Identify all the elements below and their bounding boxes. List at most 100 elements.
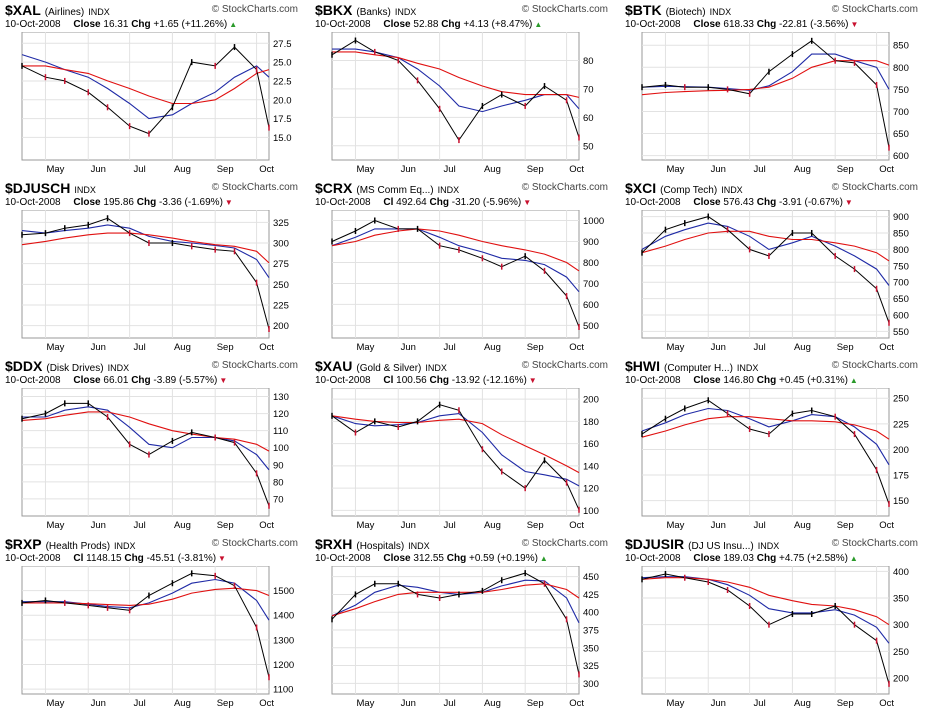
chart-date: 10-Oct-2008 xyxy=(315,553,371,564)
x-tick-label: Jun xyxy=(401,342,416,352)
chg-value: +4.75 (+2.58%) xyxy=(778,553,848,564)
y-tick-label: 50 xyxy=(583,141,594,152)
plot-frame xyxy=(641,566,890,695)
chg-value: +4.13 (+8.47%) xyxy=(463,19,533,30)
close-label: Close xyxy=(693,375,721,386)
chart-description: (Banks) xyxy=(356,7,391,18)
x-tick-label: Aug xyxy=(484,342,501,352)
close-value: 1148.15 xyxy=(86,553,122,564)
y-tick-label: 180 xyxy=(583,417,599,428)
x-tick-label: Jul xyxy=(444,698,456,708)
chart-description: (Computer H...) xyxy=(664,363,733,374)
price-plot: 1100 1200 1300 1400 1500 May Jun Jul Aug Sep Oct xyxy=(21,566,294,708)
chart-header: $XAL (Airlines) INDX xyxy=(5,3,110,20)
chart-symbol: $BKX xyxy=(315,2,353,18)
chart-date: 10-Oct-2008 xyxy=(5,197,61,208)
chart-quote-line: 10-Oct-2008 Close 195.86 Chg -3.36 (-1.6… xyxy=(5,197,233,208)
stockcharts-brand: © StockCharts.com xyxy=(211,4,298,15)
x-tick-label: May xyxy=(356,164,374,174)
close-label: Close xyxy=(693,197,721,208)
chart-symbol: $XAL xyxy=(5,2,41,18)
chg-value: +0.45 (+0.31%) xyxy=(778,375,848,386)
x-tick-label: Jul xyxy=(444,164,456,174)
price-plot: 300 325 350 375 400 425 450 May Jun Jul Aug Sep Oct xyxy=(331,566,599,708)
close-value: 100.56 xyxy=(396,375,427,386)
chart-panel-bkx: $BKX (Banks) INDX © StockCharts.com 10-Oct-2… xyxy=(312,2,612,174)
x-tick-label: Oct xyxy=(259,164,274,174)
price-plot: 200 225 250 275 300 325 May Jun Jul Aug Sep Oct xyxy=(21,210,289,352)
x-tick-label: Sep xyxy=(527,342,544,352)
x-tick-label: Jul xyxy=(134,520,146,530)
moving-average-long-line xyxy=(22,65,270,105)
moving-average-short-line xyxy=(641,222,890,286)
x-tick-label: Aug xyxy=(174,698,191,708)
y-tick-label: 120 xyxy=(273,409,289,420)
y-tick-label: 100 xyxy=(273,443,289,454)
stockcharts-brand: © StockCharts.com xyxy=(211,538,298,549)
y-tick-label: 325 xyxy=(273,218,289,229)
x-tick-label: Aug xyxy=(484,698,501,708)
x-tick-label: May xyxy=(666,342,684,352)
chart-panel-rxp: $RXP (Health Prods) INDX © StockCharts.com 1… xyxy=(2,536,302,708)
stockcharts-brand: © StockCharts.com xyxy=(521,4,608,15)
y-tick-label: 425 xyxy=(583,590,599,601)
y-tick-label: 650 xyxy=(893,129,909,140)
stockcharts-brand: © StockCharts.com xyxy=(831,182,918,193)
triangle-down-icon: ▼ xyxy=(528,376,537,385)
y-tick-label: 500 xyxy=(583,321,599,332)
chart-exchange: INDX xyxy=(107,363,130,373)
chart-exchange: INDX xyxy=(408,541,430,551)
chart-exchange: INDX xyxy=(74,185,96,195)
triangle-down-icon: ▼ xyxy=(844,198,853,207)
x-tick-label: May xyxy=(356,698,374,708)
chg-label: Chg xyxy=(753,553,779,564)
x-tick-label: Jul xyxy=(754,698,766,708)
price-plot: 500 600 700 800 900 1000 May Jun Jul Aug Sep Oct xyxy=(331,210,604,352)
triangle-down-icon: ▼ xyxy=(224,198,233,207)
stockcharts-brand: © StockCharts.com xyxy=(521,538,608,549)
stockcharts-brand: © StockCharts.com xyxy=(521,182,608,193)
y-tick-label: 700 xyxy=(583,279,599,290)
chg-label: Chg xyxy=(128,375,154,386)
stockcharts-brand: © StockCharts.com xyxy=(211,360,298,371)
x-tick-label: Oct xyxy=(879,342,894,352)
chg-value: +1.65 (+11.26%) xyxy=(153,19,228,30)
y-tick-label: 650 xyxy=(893,294,909,305)
chart-exchange: INDX xyxy=(114,541,136,551)
chart-description: (Gold & Silver) xyxy=(356,363,422,374)
triangle-up-icon: ▲ xyxy=(229,20,238,29)
chart-panel-hwi: $HWI (Computer H...) INDX © StockCharts.com… xyxy=(622,358,922,530)
x-tick-label: May xyxy=(666,520,684,530)
x-tick-label: Aug xyxy=(794,342,811,352)
chg-label: Chg xyxy=(443,553,469,564)
close-label: Close xyxy=(73,19,101,30)
close-label: Close xyxy=(693,553,721,564)
close-label: Close xyxy=(73,375,101,386)
chart-symbol: $RXH xyxy=(315,536,353,552)
close-value: 492.64 xyxy=(396,197,427,208)
price-plot: 70 80 90 100 110 120 130 May Jun Jul Aug Sep Oct xyxy=(21,388,289,530)
chg-value: -22.81 (-3.56%) xyxy=(778,19,849,30)
x-tick-label: Aug xyxy=(174,520,191,530)
y-tick-label: 160 xyxy=(583,439,599,450)
y-tick-label: 1400 xyxy=(273,611,294,622)
close-value: 618.33 xyxy=(723,19,754,30)
y-tick-label: 850 xyxy=(893,228,909,239)
price-plot: 150 175 200 225 250 May Jun Jul Aug Sep Oct xyxy=(641,388,909,530)
y-tick-label: 80 xyxy=(273,477,284,488)
chart-date: 10-Oct-2008 xyxy=(625,553,681,564)
y-tick-label: 22.5 xyxy=(273,76,292,87)
chart-quote-line: 10-Oct-2008 Close 312.55 Chg +0.59 (+0.1… xyxy=(315,553,548,564)
y-tick-label: 1000 xyxy=(583,216,604,227)
y-tick-label: 800 xyxy=(893,245,909,256)
chart-quote-line: 10-Oct-2008 Close 576.43 Chg -3.91 (-0.6… xyxy=(625,197,853,208)
close-label: Cl xyxy=(383,375,394,386)
close-value: 195.86 xyxy=(103,197,134,208)
y-tick-label: 550 xyxy=(893,327,909,338)
x-tick-label: Oct xyxy=(879,520,894,530)
close-label: Close xyxy=(383,553,411,564)
x-tick-label: Oct xyxy=(879,698,894,708)
x-tick-label: Jun xyxy=(711,342,726,352)
chg-label: Chg xyxy=(133,197,159,208)
x-tick-label: Sep xyxy=(527,164,544,174)
